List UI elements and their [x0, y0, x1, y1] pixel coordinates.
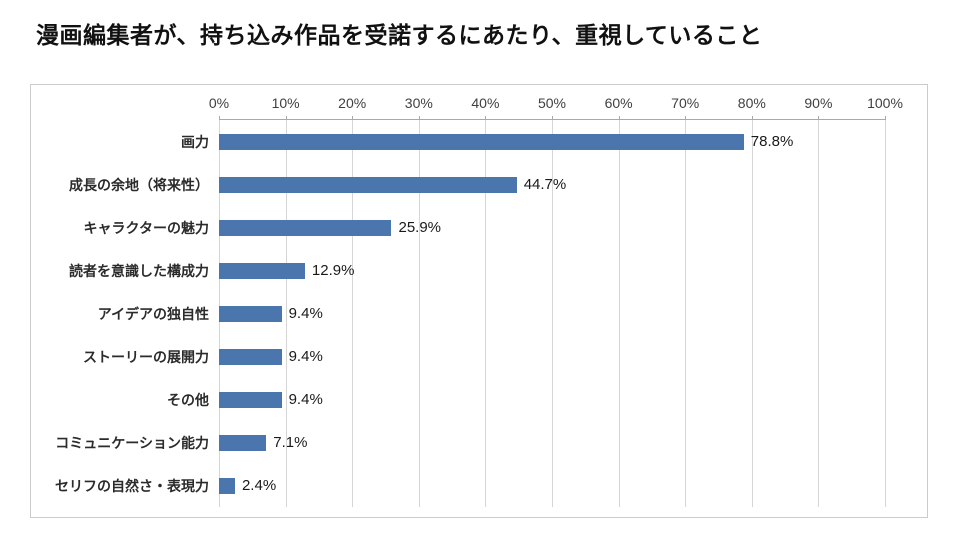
- x-tick-label: 90%: [804, 95, 833, 111]
- category-label: その他: [167, 391, 209, 408]
- bar-row: コミュニケーション能力 7.1%: [55, 421, 885, 464]
- bar: [219, 434, 267, 451]
- value-label: 9.4%: [288, 391, 323, 408]
- gridline: [485, 120, 487, 507]
- axis-tick-mark: [285, 116, 287, 120]
- value-label: 44.7%: [523, 176, 567, 193]
- x-axis: 0% 10% 20% 30% 40% 50% 60% 70% 80% 90% 100%: [209, 93, 903, 119]
- bar: [219, 133, 744, 150]
- value-label: 25.9%: [398, 219, 442, 236]
- category-label: ストーリーの展開力: [83, 348, 209, 365]
- bar: [219, 391, 282, 408]
- bar: [219, 219, 392, 236]
- x-tick-label: 70%: [671, 95, 700, 111]
- axis-tick-mark: [685, 116, 687, 120]
- category-label: コミュニケーション能力: [55, 434, 209, 451]
- gridline: [352, 120, 354, 507]
- bar-row: キャラクターの魅力 25.9%: [84, 206, 885, 249]
- gridline: [618, 120, 620, 507]
- x-tick-label: 10%: [271, 95, 300, 111]
- bar-row: 成長の余地（将来性） 44.7%: [69, 163, 885, 206]
- axis-tick-mark: [751, 116, 753, 120]
- bar: [219, 176, 517, 193]
- chart-frame: 0% 10% 20% 30% 40% 50% 60% 70% 80% 90% 100% 画力 78.8…: [30, 84, 928, 518]
- gridline: [418, 120, 420, 507]
- category-label: セリフの自然さ・表現力: [55, 477, 209, 494]
- bar-row: その他 9.4%: [167, 378, 885, 421]
- bar-row: 読者を意識した構成力 12.9%: [69, 249, 885, 292]
- category-label: 画力: [181, 133, 209, 150]
- bar: [219, 262, 305, 279]
- bar-row: 画力 78.8%: [181, 120, 885, 163]
- x-tick-label: 30%: [404, 95, 433, 111]
- axis-tick-mark: [485, 116, 487, 120]
- gridline: [285, 120, 287, 507]
- gridline: [685, 120, 687, 507]
- axis-tick-mark: [618, 116, 620, 120]
- value-label: 9.4%: [288, 348, 323, 365]
- x-tick-label: 20%: [338, 95, 367, 111]
- chart-title: 漫画編集者が、持ち込み作品を受諾するにあたり、重視していること: [36, 22, 763, 48]
- x-tick-label: 100%: [867, 95, 903, 111]
- bar-row: アイデアの独自性 9.4%: [98, 292, 885, 335]
- plot-area: 画力 78.8% 成長の余地（将来性） 44.7% キャラクターの魅力 25.9% 読者を意…: [55, 116, 886, 507]
- value-label: 7.1%: [273, 434, 308, 451]
- gridline: [552, 120, 553, 507]
- bar: [219, 477, 235, 494]
- bar-row: ストーリーの展開力 9.4%: [83, 335, 885, 378]
- x-tick-label: 80%: [737, 95, 766, 111]
- axis-tick-mark: [885, 116, 886, 120]
- axis-tick-mark: [418, 116, 420, 120]
- bar: [219, 348, 282, 365]
- axis-tick-mark: [219, 116, 220, 120]
- x-tick-label: 0%: [208, 95, 230, 111]
- gridline: [818, 120, 820, 507]
- chart-inner: 0% 10% 20% 30% 40% 50% 60% 70% 80% 90% 100% 画力 78.8…: [31, 85, 927, 517]
- x-tick-label: 50%: [537, 95, 567, 111]
- value-label: 2.4%: [241, 477, 277, 494]
- value-label: 12.9%: [311, 262, 355, 279]
- bar: [219, 305, 282, 322]
- axis-tick-mark: [352, 116, 354, 120]
- gridline: [885, 120, 886, 507]
- gridline: [751, 120, 753, 507]
- category-label: アイデアの独自性: [97, 305, 209, 322]
- axis-tick-mark: [552, 116, 553, 120]
- axis-tick-mark: [818, 116, 820, 120]
- bar-row: セリフの自然さ・表現力 2.4%: [55, 464, 885, 507]
- x-tick-label: 60%: [604, 95, 633, 111]
- category-label: 成長の余地（将来性）: [69, 176, 209, 193]
- category-label: キャラクターの魅力: [83, 219, 209, 236]
- value-label: 9.4%: [288, 305, 323, 322]
- value-label: 78.8%: [750, 133, 794, 150]
- x-tick-label: 40%: [471, 95, 500, 111]
- category-label: 読者を意識した構成力: [69, 262, 209, 279]
